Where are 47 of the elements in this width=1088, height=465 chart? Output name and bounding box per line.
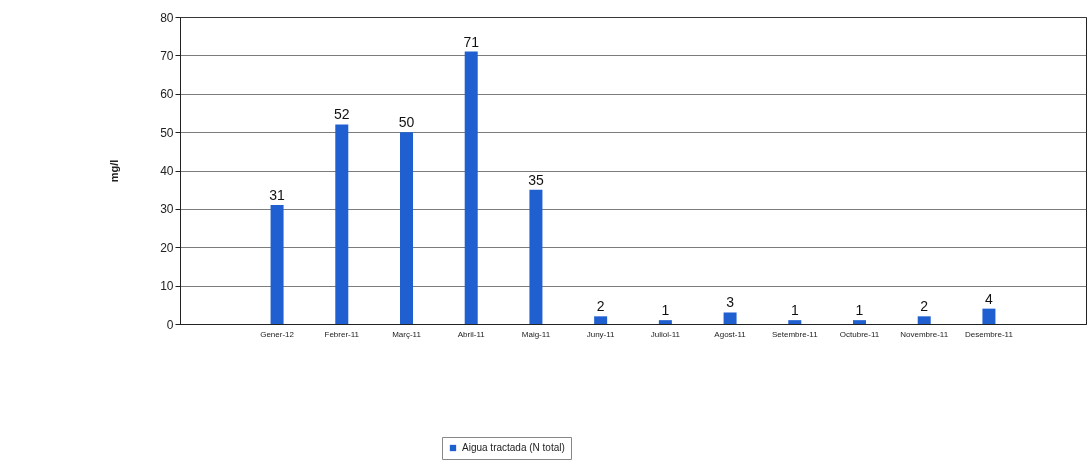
bar [464, 51, 478, 324]
x-tick-label: Setembre-11 [771, 329, 819, 339]
y-tick-label: 0 [166, 317, 174, 332]
data-label: 2 [596, 298, 605, 315]
bar [594, 316, 608, 324]
x-tick-label: Gener-12 [260, 329, 295, 339]
y-tick-label: 30 [160, 202, 174, 217]
data-label: 71 [463, 33, 480, 50]
x-tick-label: Febrer-11 [324, 329, 360, 339]
bar [853, 320, 866, 324]
bar [335, 124, 349, 324]
y-tick-label: 40 [160, 164, 174, 178]
y-tick-label: 10 [160, 279, 174, 294]
legend-label: Aigua tractada (N total) [462, 442, 565, 453]
bar [788, 320, 802, 324]
bar [982, 308, 996, 324]
x-tick-label: Abril-11 [457, 329, 486, 339]
data-label: 1 [661, 302, 670, 319]
y-tick-label: 60 [160, 87, 174, 102]
data-label: 1 [790, 302, 799, 319]
bar [529, 189, 543, 324]
x-tick-label: Juliol-11 [650, 329, 681, 339]
y-tick-label: 70 [160, 48, 174, 63]
bar [658, 320, 672, 324]
y-axis-title: mg/l [108, 159, 121, 183]
bar [270, 205, 284, 324]
data-label: 1 [855, 302, 864, 319]
x-tick-label: Octubre-11 [839, 329, 880, 339]
y-tick-label: 80 [160, 10, 174, 25]
data-label: 3 [726, 294, 735, 311]
x-tick-label: Agost-11 [714, 329, 747, 339]
x-tick-label: Juny-11 [586, 329, 616, 339]
x-tick-label: Març-11 [392, 329, 422, 339]
y-tick-label: 50 [160, 125, 174, 140]
bar [723, 312, 737, 324]
y-tick-label: 20 [160, 240, 174, 255]
x-tick-label: Novembre-11 [900, 329, 949, 339]
data-label: 2 [920, 298, 929, 315]
bar [917, 316, 931, 324]
x-tick-label: Maig-11 [521, 329, 551, 339]
data-label: 52 [334, 106, 350, 123]
data-label: 35 [528, 171, 544, 188]
data-label: 50 [398, 114, 415, 131]
data-label: 4 [985, 290, 994, 307]
bar [400, 132, 413, 324]
x-tick-label: Desembre-11 [964, 329, 1014, 339]
data-label: 31 [269, 187, 286, 204]
